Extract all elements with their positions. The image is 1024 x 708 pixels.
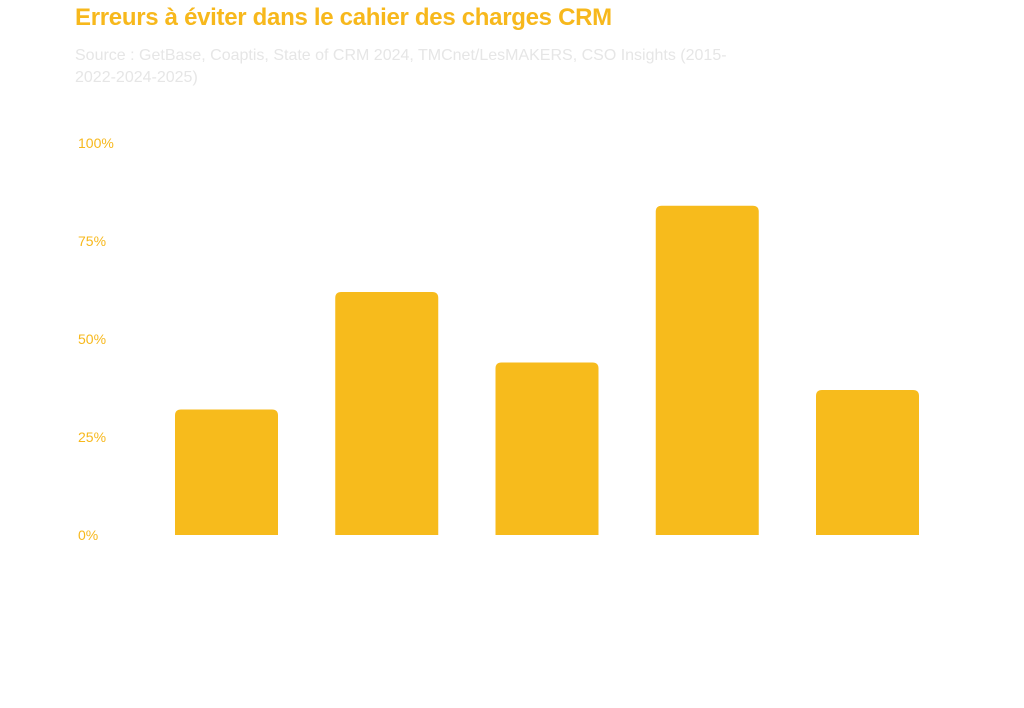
y-tick-label: 75% bbox=[78, 233, 106, 249]
y-tick-label: 100% bbox=[78, 135, 114, 151]
bar-1 bbox=[175, 409, 278, 535]
y-tick-label: 50% bbox=[78, 331, 106, 347]
bar-5 bbox=[816, 389, 919, 535]
y-tick-label: 25% bbox=[78, 429, 106, 445]
y-tick-label: 0% bbox=[78, 527, 98, 543]
bar-4 bbox=[655, 205, 759, 535]
chart-subtitle: Source : GetBase, Coaptis, State of CRM … bbox=[75, 47, 727, 86]
bar-3 bbox=[495, 362, 599, 535]
bar-2 bbox=[335, 291, 439, 535]
chart-title: Erreurs à éviter dans le cahier des char… bbox=[75, 4, 612, 31]
